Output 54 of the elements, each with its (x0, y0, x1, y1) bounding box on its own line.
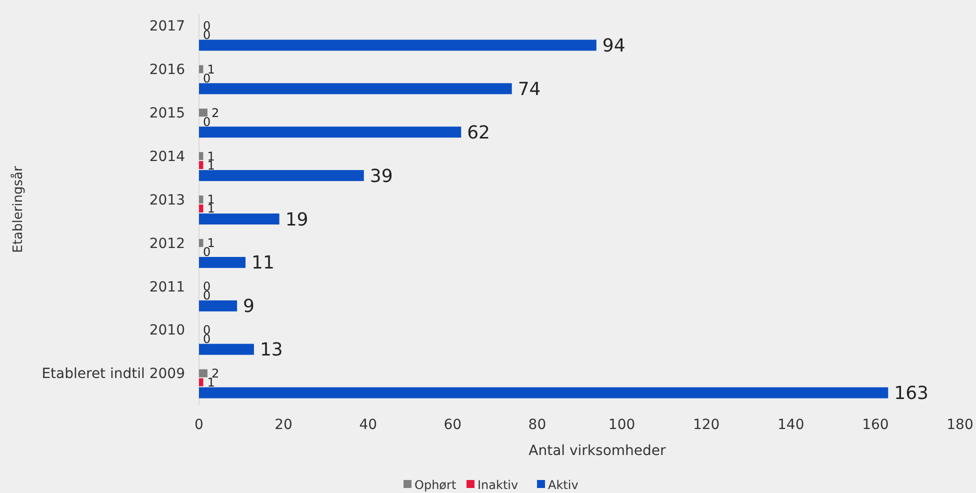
x-tick-label: 80 (528, 417, 546, 433)
bar (199, 204, 204, 212)
legend-label: Aktiv (548, 478, 578, 492)
data-label: 13 (260, 340, 283, 361)
y-tick-label: 2015 (149, 106, 185, 122)
bar (199, 65, 204, 74)
data-label: 0 (203, 114, 211, 129)
bar (199, 161, 204, 170)
data-label: 74 (518, 78, 541, 100)
data-label: 9 (243, 296, 255, 318)
y-tick-label: 2016 (149, 62, 186, 78)
legend-label: Ophørt (414, 478, 456, 492)
y-tick-label: Etableret indtil 2009 (42, 366, 185, 382)
y-tick-label: 2014 (149, 148, 186, 165)
y-tick-label: 2012 (149, 236, 185, 252)
data-label: 2 (211, 366, 220, 380)
x-tick-label: 0 (194, 417, 204, 433)
bar (199, 83, 512, 94)
data-label: 19 (285, 209, 308, 230)
bar (199, 214, 280, 224)
data-label: 163 (894, 383, 928, 404)
bar (199, 344, 254, 355)
data-label: 2 (211, 106, 220, 120)
bar (199, 387, 888, 398)
bar (199, 126, 462, 138)
x-tick-label: 180 (946, 417, 974, 433)
bar (199, 40, 596, 51)
bar (199, 256, 246, 268)
bar (199, 152, 204, 160)
bar (199, 170, 364, 182)
data-label: 39 (370, 166, 393, 187)
bar (199, 108, 208, 117)
x-tick-label: 140 (778, 417, 804, 433)
x-tick-label: 100 (608, 417, 636, 433)
bar (199, 196, 204, 204)
bar (199, 369, 208, 378)
data-label: 94 (602, 36, 626, 57)
x-tick-label: 40 (359, 417, 378, 433)
x-tick-label: 120 (692, 417, 720, 433)
y-tick-label: 2010 (149, 322, 185, 339)
bar (199, 238, 204, 247)
y-axis-title: Etableringsår (10, 166, 26, 253)
bar (199, 300, 238, 312)
bar (199, 378, 204, 386)
x-axis-title: Antal virksomheder (528, 443, 666, 459)
y-tick-label: 2017 (149, 18, 185, 35)
y-tick-label: 2013 (149, 192, 185, 208)
x-tick-label: 60 (444, 417, 462, 433)
x-tick-label: 160 (862, 417, 889, 433)
data-label: 11 (252, 252, 274, 274)
legend-label: Inaktiv (478, 478, 518, 492)
y-tick-label: 2011 (149, 279, 185, 296)
data-label: 62 (467, 122, 490, 144)
x-tick-label: 20 (274, 417, 292, 433)
